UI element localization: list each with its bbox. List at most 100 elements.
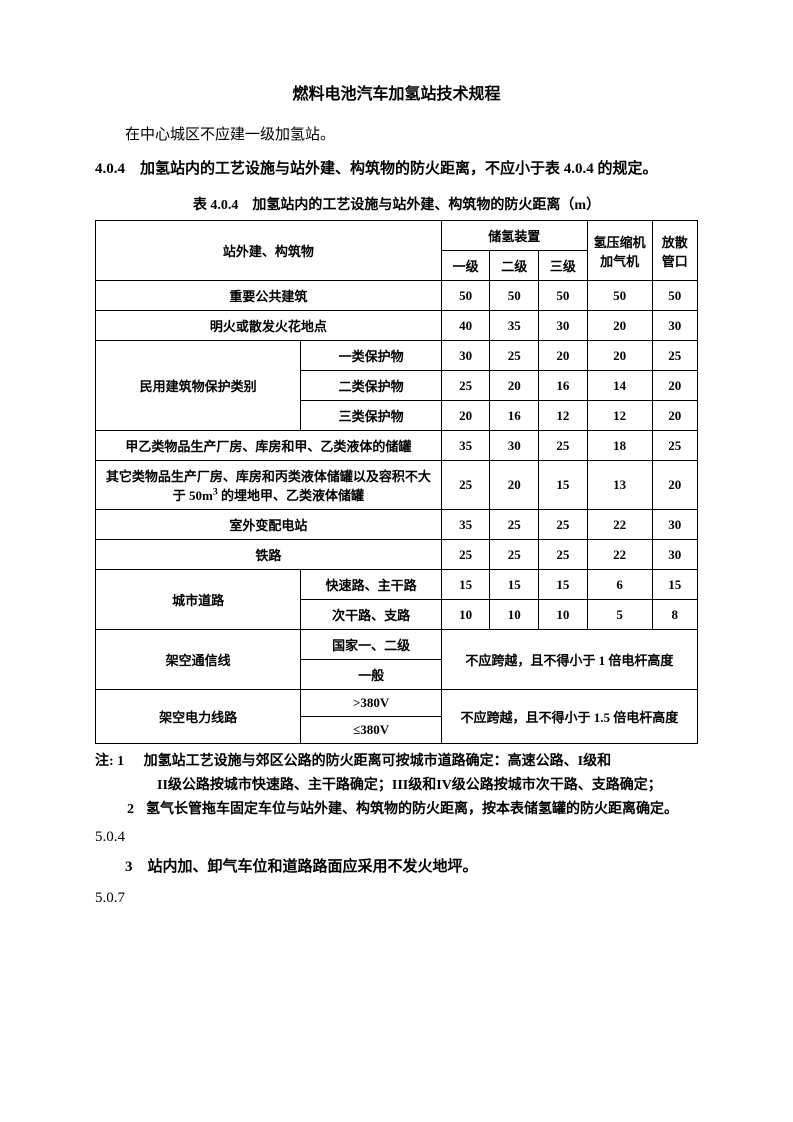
cell: 35 bbox=[490, 311, 539, 341]
cell: 22 bbox=[587, 540, 652, 570]
cell: 15 bbox=[490, 570, 539, 600]
cell: 12 bbox=[539, 401, 588, 431]
cell: 14 bbox=[587, 371, 652, 401]
cell: 30 bbox=[652, 311, 697, 341]
row-label: 铁路 bbox=[96, 540, 442, 570]
row-label: 甲乙类物品生产厂房、库房和甲、乙类液体的储罐 bbox=[96, 431, 442, 461]
cell: 35 bbox=[441, 510, 490, 540]
cell: 8 bbox=[652, 600, 697, 630]
note-2-label: 2 bbox=[127, 798, 146, 822]
cell: 30 bbox=[652, 510, 697, 540]
cell: 25 bbox=[441, 461, 490, 510]
cell: 25 bbox=[539, 510, 588, 540]
cell: 25 bbox=[490, 510, 539, 540]
row-group-label: 架空电力线路 bbox=[96, 690, 301, 744]
table-row: 架空电力线路 >380V 不应跨越，且不得小于 1.5 倍电杆高度 bbox=[96, 690, 698, 717]
row-sublabel: 一般 bbox=[301, 660, 442, 690]
th-vent: 放散管口 bbox=[652, 221, 697, 281]
note-1a: 加氢站工艺设施与郊区公路的防火距离可按城市道路确定：高速公路、I级和 bbox=[144, 750, 698, 774]
row-label: 重要公共建筑 bbox=[96, 281, 442, 311]
row-sublabel: ≤380V bbox=[301, 717, 442, 744]
cell: 50 bbox=[652, 281, 697, 311]
table-row: 铁路 25 25 25 22 30 bbox=[96, 540, 698, 570]
cell: 50 bbox=[490, 281, 539, 311]
note-prefix: 注: 1 bbox=[95, 750, 128, 774]
cell: 25 bbox=[490, 540, 539, 570]
para-3: 3 站内加、卸气车位和道路路面应采用不发火地坪。 bbox=[95, 852, 698, 882]
span-note: 不应跨越，且不得小于 1 倍电杆高度 bbox=[441, 630, 697, 690]
table-row: 重要公共建筑 50 50 50 50 50 bbox=[96, 281, 698, 311]
cell: 30 bbox=[490, 431, 539, 461]
cell: 16 bbox=[539, 371, 588, 401]
table-notes: 注: 1 加氢站工艺设施与郊区公路的防火距离可按城市道路确定：高速公路、I级和 … bbox=[95, 750, 698, 821]
cell: 20 bbox=[539, 341, 588, 371]
table-row: 甲乙类物品生产厂房、库房和甲、乙类液体的储罐 35 30 25 18 25 bbox=[96, 431, 698, 461]
cell: 10 bbox=[490, 600, 539, 630]
note-1b: II级公路按城市快速路、主干路确定；III级和IV级公路按城市次干路、支路确定； bbox=[157, 774, 698, 798]
cell: 20 bbox=[587, 311, 652, 341]
cell: 22 bbox=[587, 510, 652, 540]
cell: 20 bbox=[652, 401, 697, 431]
span-note: 不应跨越，且不得小于 1.5 倍电杆高度 bbox=[441, 690, 697, 744]
cell: 40 bbox=[441, 311, 490, 341]
row-sublabel: 一类保护物 bbox=[301, 341, 442, 371]
table-row: 室外变配电站 35 25 25 22 30 bbox=[96, 510, 698, 540]
cell: 10 bbox=[441, 600, 490, 630]
row-label: 室外变配电站 bbox=[96, 510, 442, 540]
table-caption: 表 4.0.4 加氢站内的工艺设施与站外建、构筑物的防火距离（m） bbox=[95, 194, 698, 214]
table-row: 架空通信线 国家一、二级 不应跨越，且不得小于 1 倍电杆高度 bbox=[96, 630, 698, 660]
cell: 16 bbox=[490, 401, 539, 431]
cell: 20 bbox=[587, 341, 652, 371]
cell: 15 bbox=[441, 570, 490, 600]
cell: 25 bbox=[441, 371, 490, 401]
th-col1: 站外建、构筑物 bbox=[96, 221, 442, 281]
th-level2: 二级 bbox=[490, 251, 539, 281]
th-level3: 三级 bbox=[539, 251, 588, 281]
th-compressor: 氢压缩机加气机 bbox=[587, 221, 652, 281]
cell: 50 bbox=[587, 281, 652, 311]
cell: 6 bbox=[587, 570, 652, 600]
cell: 25 bbox=[441, 540, 490, 570]
table-row: 其它类物品生产厂房、库房和丙类液体储罐以及容积不大于 50m3 的埋地甲、乙类液… bbox=[96, 461, 698, 510]
row-sublabel: >380V bbox=[301, 690, 442, 717]
cell: 15 bbox=[652, 570, 697, 600]
cell: 5 bbox=[587, 600, 652, 630]
note-2a: 氢气长管拖车固定车位与站外建、构筑物的防火距离，按本表储氢罐的防火距离确定。 bbox=[146, 798, 698, 822]
table-row: 城市道路 快速路、主干路 15 15 15 6 15 bbox=[96, 570, 698, 600]
row-sublabel: 三类保护物 bbox=[301, 401, 442, 431]
cell: 20 bbox=[652, 371, 697, 401]
cell: 25 bbox=[539, 431, 588, 461]
cell: 18 bbox=[587, 431, 652, 461]
cell: 20 bbox=[441, 401, 490, 431]
section-507: 5.0.7 bbox=[95, 890, 698, 907]
row-label: 明火或散发火花地点 bbox=[96, 311, 442, 341]
row-label: 其它类物品生产厂房、库房和丙类液体储罐以及容积不大于 50m3 的埋地甲、乙类液… bbox=[96, 461, 442, 510]
cell: 20 bbox=[490, 461, 539, 510]
cell: 25 bbox=[539, 540, 588, 570]
doc-title: 燃料电池汽车加氢站技术规程 bbox=[95, 80, 698, 104]
row-group-label: 架空通信线 bbox=[96, 630, 301, 690]
cell: 30 bbox=[539, 311, 588, 341]
table-row: 民用建筑物保护类别 一类保护物 30 25 20 20 25 bbox=[96, 341, 698, 371]
cell: 30 bbox=[441, 341, 490, 371]
th-level1: 一级 bbox=[441, 251, 490, 281]
para-404: 4.0.4 加氢站内的工艺设施与站外建、构筑物的防火距离，不应小于表 4.0.4… bbox=[95, 154, 698, 184]
cell: 13 bbox=[587, 461, 652, 510]
cell: 25 bbox=[652, 431, 697, 461]
cell: 15 bbox=[539, 461, 588, 510]
th-storage: 储氢装置 bbox=[441, 221, 587, 251]
cell: 30 bbox=[652, 540, 697, 570]
cell: 10 bbox=[539, 600, 588, 630]
cell: 35 bbox=[441, 431, 490, 461]
table-row: 明火或散发火花地点 40 35 30 20 30 bbox=[96, 311, 698, 341]
cell: 20 bbox=[652, 461, 697, 510]
row-sublabel: 国家一、二级 bbox=[301, 630, 442, 660]
cell: 12 bbox=[587, 401, 652, 431]
para-1: 在中心城区不应建一级加氢站。 bbox=[95, 120, 698, 150]
row-sublabel: 快速路、主干路 bbox=[301, 570, 442, 600]
row-sublabel: 次干路、支路 bbox=[301, 600, 442, 630]
row-group-label: 民用建筑物保护类别 bbox=[96, 341, 301, 431]
cell: 25 bbox=[490, 341, 539, 371]
fire-distance-table: 站外建、构筑物 储氢装置 氢压缩机加气机 放散管口 一级 二级 三级 重要公共建… bbox=[95, 220, 698, 744]
row-group-label: 城市道路 bbox=[96, 570, 301, 630]
